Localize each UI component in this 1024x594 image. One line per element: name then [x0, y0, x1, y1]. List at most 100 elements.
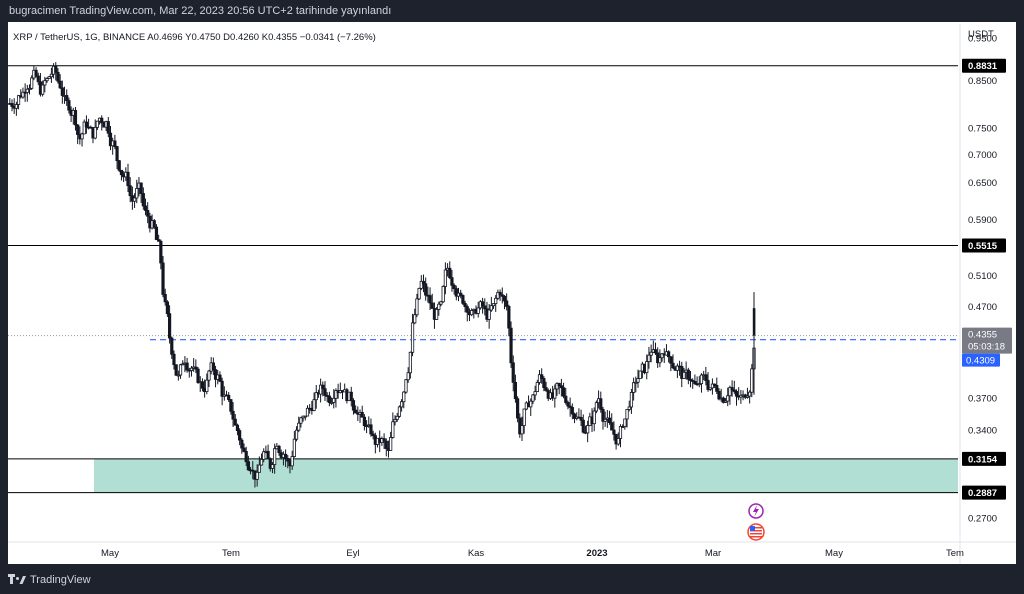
level-price-badge: [962, 485, 1006, 500]
x-tick-label: Tem: [946, 548, 964, 559]
candle-body: [498, 291, 502, 296]
candle-body: [568, 405, 572, 408]
candle-body: [323, 388, 327, 396]
candle-body: [623, 418, 627, 427]
footer-bar: [0, 566, 1024, 594]
candle-body: [100, 117, 104, 124]
candle-body: [257, 464, 261, 473]
candle-body: [360, 411, 364, 418]
candle-body: [450, 277, 454, 286]
x-tick-label: May: [101, 548, 119, 559]
x-tick-label: 2023: [586, 548, 607, 559]
x-tick-label: Kas: [468, 548, 485, 559]
candle-body: [30, 77, 34, 89]
support-zone: [94, 458, 958, 493]
candle-body: [721, 397, 725, 403]
us-flag-canton: [750, 526, 755, 531]
candle-body: [540, 374, 544, 379]
tradingview-brand[interactable]: TradingView: [8, 573, 91, 587]
candle-body: [572, 413, 577, 419]
candle-body: [119, 169, 124, 176]
candle-body: [395, 415, 399, 420]
y-tick-label: 0.6500: [968, 178, 997, 189]
candle-body: [408, 351, 412, 374]
candle-body: [207, 370, 211, 381]
candle-body: [413, 314, 417, 324]
candle-body: [277, 445, 281, 454]
publish-text: bugracimen TradingView.com, Mar 22, 2023…: [9, 5, 392, 17]
candle-body: [283, 453, 288, 459]
last-price-badge: [962, 327, 1012, 354]
candle-body: [557, 382, 561, 387]
y-tick-label: 0.8500: [968, 76, 997, 87]
currency-label: USDT: [968, 29, 994, 40]
candle-body: [143, 205, 148, 211]
candle-body: [507, 306, 511, 329]
candle-body: [65, 95, 69, 102]
candle-body: [502, 295, 507, 302]
candle-body: [189, 367, 194, 371]
candle-body: [570, 407, 574, 415]
candle-body: [706, 380, 710, 390]
candle-body: [586, 425, 590, 434]
candle-body: [34, 69, 38, 77]
candle-body: [174, 364, 178, 376]
candle-body: [329, 401, 334, 404]
candle-body: [500, 294, 504, 297]
candle-body: [135, 188, 139, 199]
brand-text: TradingView: [30, 574, 91, 586]
candle-body: [505, 300, 509, 307]
candle-body: [402, 391, 406, 403]
candle-body: [653, 349, 658, 354]
candle-body: [713, 383, 717, 386]
candle-body: [566, 402, 570, 407]
candle-body: [25, 88, 29, 93]
candle-body: [699, 374, 704, 385]
candle-body: [610, 422, 614, 431]
candle-body: [645, 361, 649, 374]
candle-body: [750, 368, 754, 393]
candle-body: [146, 210, 150, 217]
candle-body: [10, 103, 14, 107]
candle-body: [255, 471, 259, 480]
candle-body: [227, 394, 231, 400]
candle-body: [170, 337, 174, 355]
candle-body: [531, 394, 535, 402]
candle-body: [82, 121, 86, 135]
publish-header: bugracimen TradingView.com, Mar 22, 2023…: [0, 0, 1024, 22]
candle-body: [76, 124, 80, 135]
candle-body: [259, 458, 264, 466]
candle-body: [579, 417, 583, 421]
candle-body: [334, 390, 338, 399]
candle-body: [415, 298, 419, 316]
candle-body: [238, 430, 242, 441]
candle-body: [406, 372, 410, 381]
candle-body: [612, 429, 616, 435]
candle-body: [555, 382, 559, 390]
candle-body: [321, 384, 325, 390]
blue-level-badge: [962, 353, 1000, 367]
candle-body: [391, 421, 395, 438]
candle-body: [529, 400, 533, 408]
candle-body: [268, 458, 272, 469]
candle-body: [667, 351, 671, 358]
candle-body: [461, 295, 465, 304]
candle-body: [660, 353, 664, 359]
candle-body: [185, 362, 189, 371]
candle-body: [533, 391, 537, 396]
candle-body: [165, 301, 170, 315]
x-tick-label: May: [825, 548, 843, 559]
candle-body: [327, 395, 331, 403]
candle-body: [553, 388, 557, 399]
candle-body: [513, 381, 518, 400]
candle-body: [636, 378, 640, 383]
candle-body: [544, 387, 548, 391]
candle-body: [454, 288, 458, 297]
candle-body: [710, 383, 715, 389]
lightning-glyph: [753, 505, 759, 517]
candle-body: [128, 185, 132, 197]
candle-body: [599, 398, 603, 410]
candle-body: [465, 306, 469, 313]
candle-body: [717, 390, 721, 400]
